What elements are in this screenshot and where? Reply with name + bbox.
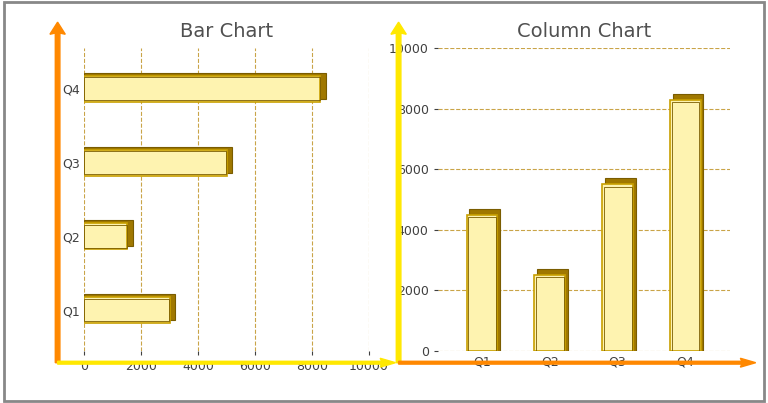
FancyBboxPatch shape <box>84 150 227 176</box>
Title: Bar Chart: Bar Chart <box>180 22 273 41</box>
FancyBboxPatch shape <box>535 275 565 351</box>
FancyBboxPatch shape <box>84 147 232 172</box>
Title: Column Chart: Column Chart <box>517 22 650 41</box>
FancyBboxPatch shape <box>673 93 703 351</box>
FancyBboxPatch shape <box>84 294 175 320</box>
FancyBboxPatch shape <box>605 178 636 351</box>
FancyBboxPatch shape <box>469 209 500 351</box>
FancyBboxPatch shape <box>670 100 700 351</box>
FancyBboxPatch shape <box>84 76 320 102</box>
FancyBboxPatch shape <box>84 220 133 246</box>
FancyBboxPatch shape <box>467 214 497 351</box>
FancyBboxPatch shape <box>602 185 633 351</box>
FancyBboxPatch shape <box>84 297 170 323</box>
FancyBboxPatch shape <box>84 73 326 99</box>
FancyBboxPatch shape <box>537 269 568 351</box>
FancyBboxPatch shape <box>84 223 127 249</box>
